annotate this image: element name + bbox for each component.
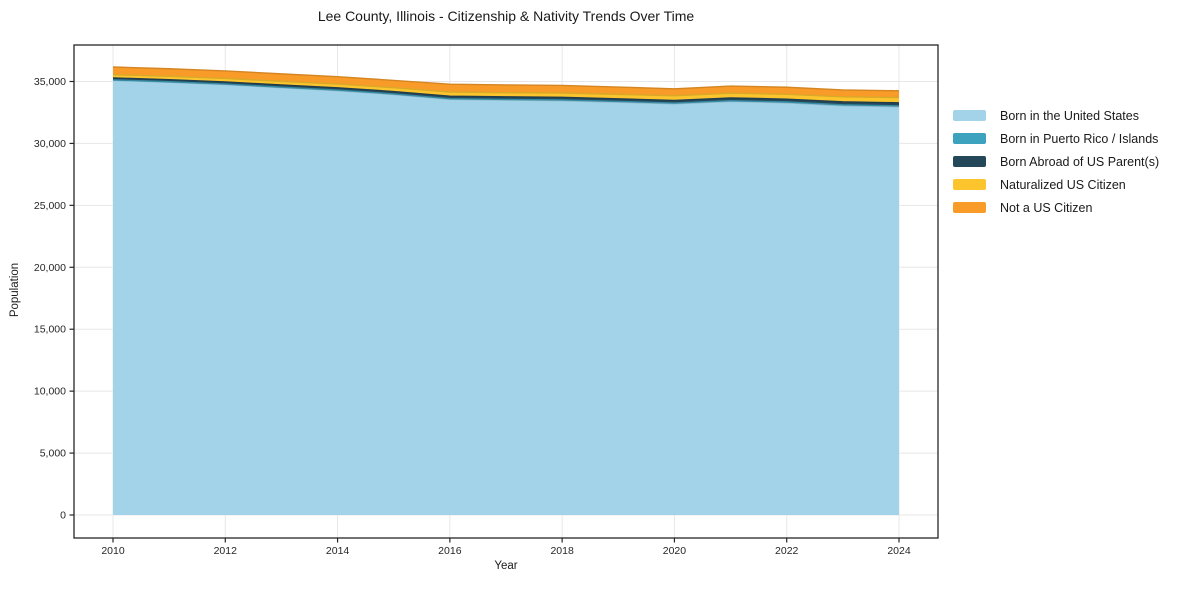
legend-item: Not a US Citizen: [953, 196, 1159, 219]
legend-swatch-icon: [953, 202, 986, 213]
x-tick-label: 2020: [663, 545, 687, 557]
x-tick-label: 2016: [438, 545, 462, 557]
legend-item: Born in Puerto Rico / Islands: [953, 127, 1159, 150]
y-tick-label: 5,000: [40, 448, 66, 460]
legend-item: Born in the United States: [953, 104, 1159, 127]
x-tick-label: 2018: [550, 545, 574, 557]
legend-label: Born Abroad of US Parent(s): [1000, 154, 1160, 169]
legend-label: Not a US Citizen: [1000, 200, 1093, 215]
x-tick-label: 2014: [326, 545, 350, 557]
legend-swatch-icon: [953, 156, 986, 167]
y-tick-label: 25,000: [34, 200, 66, 212]
y-tick-label: 30,000: [34, 138, 66, 150]
area-band-naturalized-us-citizen: [113, 74, 899, 103]
y-tick-label: 10,000: [34, 386, 66, 398]
legend-label: Born in Puerto Rico / Islands: [1000, 131, 1159, 146]
plot-frame: [73, 44, 939, 539]
legend: Born in the United States Born in Puerto …: [953, 104, 1159, 219]
legend-label: Naturalized US Citizen: [1000, 177, 1126, 192]
legend-item: Born Abroad of US Parent(s): [953, 150, 1159, 173]
area-edge-naturalized-us-citizen: [112, 73, 900, 99]
area-edge-not-a-us-citizen: [112, 66, 900, 92]
area-band-born-in-the-united-states: [113, 80, 899, 515]
y-axis-label: Population: [9, 262, 21, 318]
legend-item: Naturalized US Citizen: [953, 173, 1159, 196]
y-tick-label: 20,000: [34, 262, 66, 274]
area-edge-born-abroad-of-us-parent-s: [112, 77, 900, 104]
legend-swatch-icon: [953, 179, 986, 190]
legend-label: Born in the United States: [1000, 108, 1139, 123]
area-edge-born-in-puerto-rico-islands: [112, 79, 900, 107]
x-tick-label: 2024: [887, 545, 911, 557]
x-tick-label: 2012: [214, 545, 238, 557]
x-tick-label: 2010: [101, 545, 125, 557]
y-tick-label: 15,000: [34, 324, 66, 336]
x-tick-label: 2022: [775, 545, 799, 557]
legend-swatch-icon: [953, 133, 986, 144]
y-tick-label: 0: [60, 510, 66, 522]
legend-swatch-icon: [953, 110, 986, 121]
y-tick-label: 35,000: [34, 76, 66, 88]
chart-title: Lee County, Illinois - Citizenship & Nat…: [317, 8, 695, 24]
x-axis-label: Year: [494, 560, 518, 572]
area-band-not-a-us-citizen: [113, 67, 899, 98]
